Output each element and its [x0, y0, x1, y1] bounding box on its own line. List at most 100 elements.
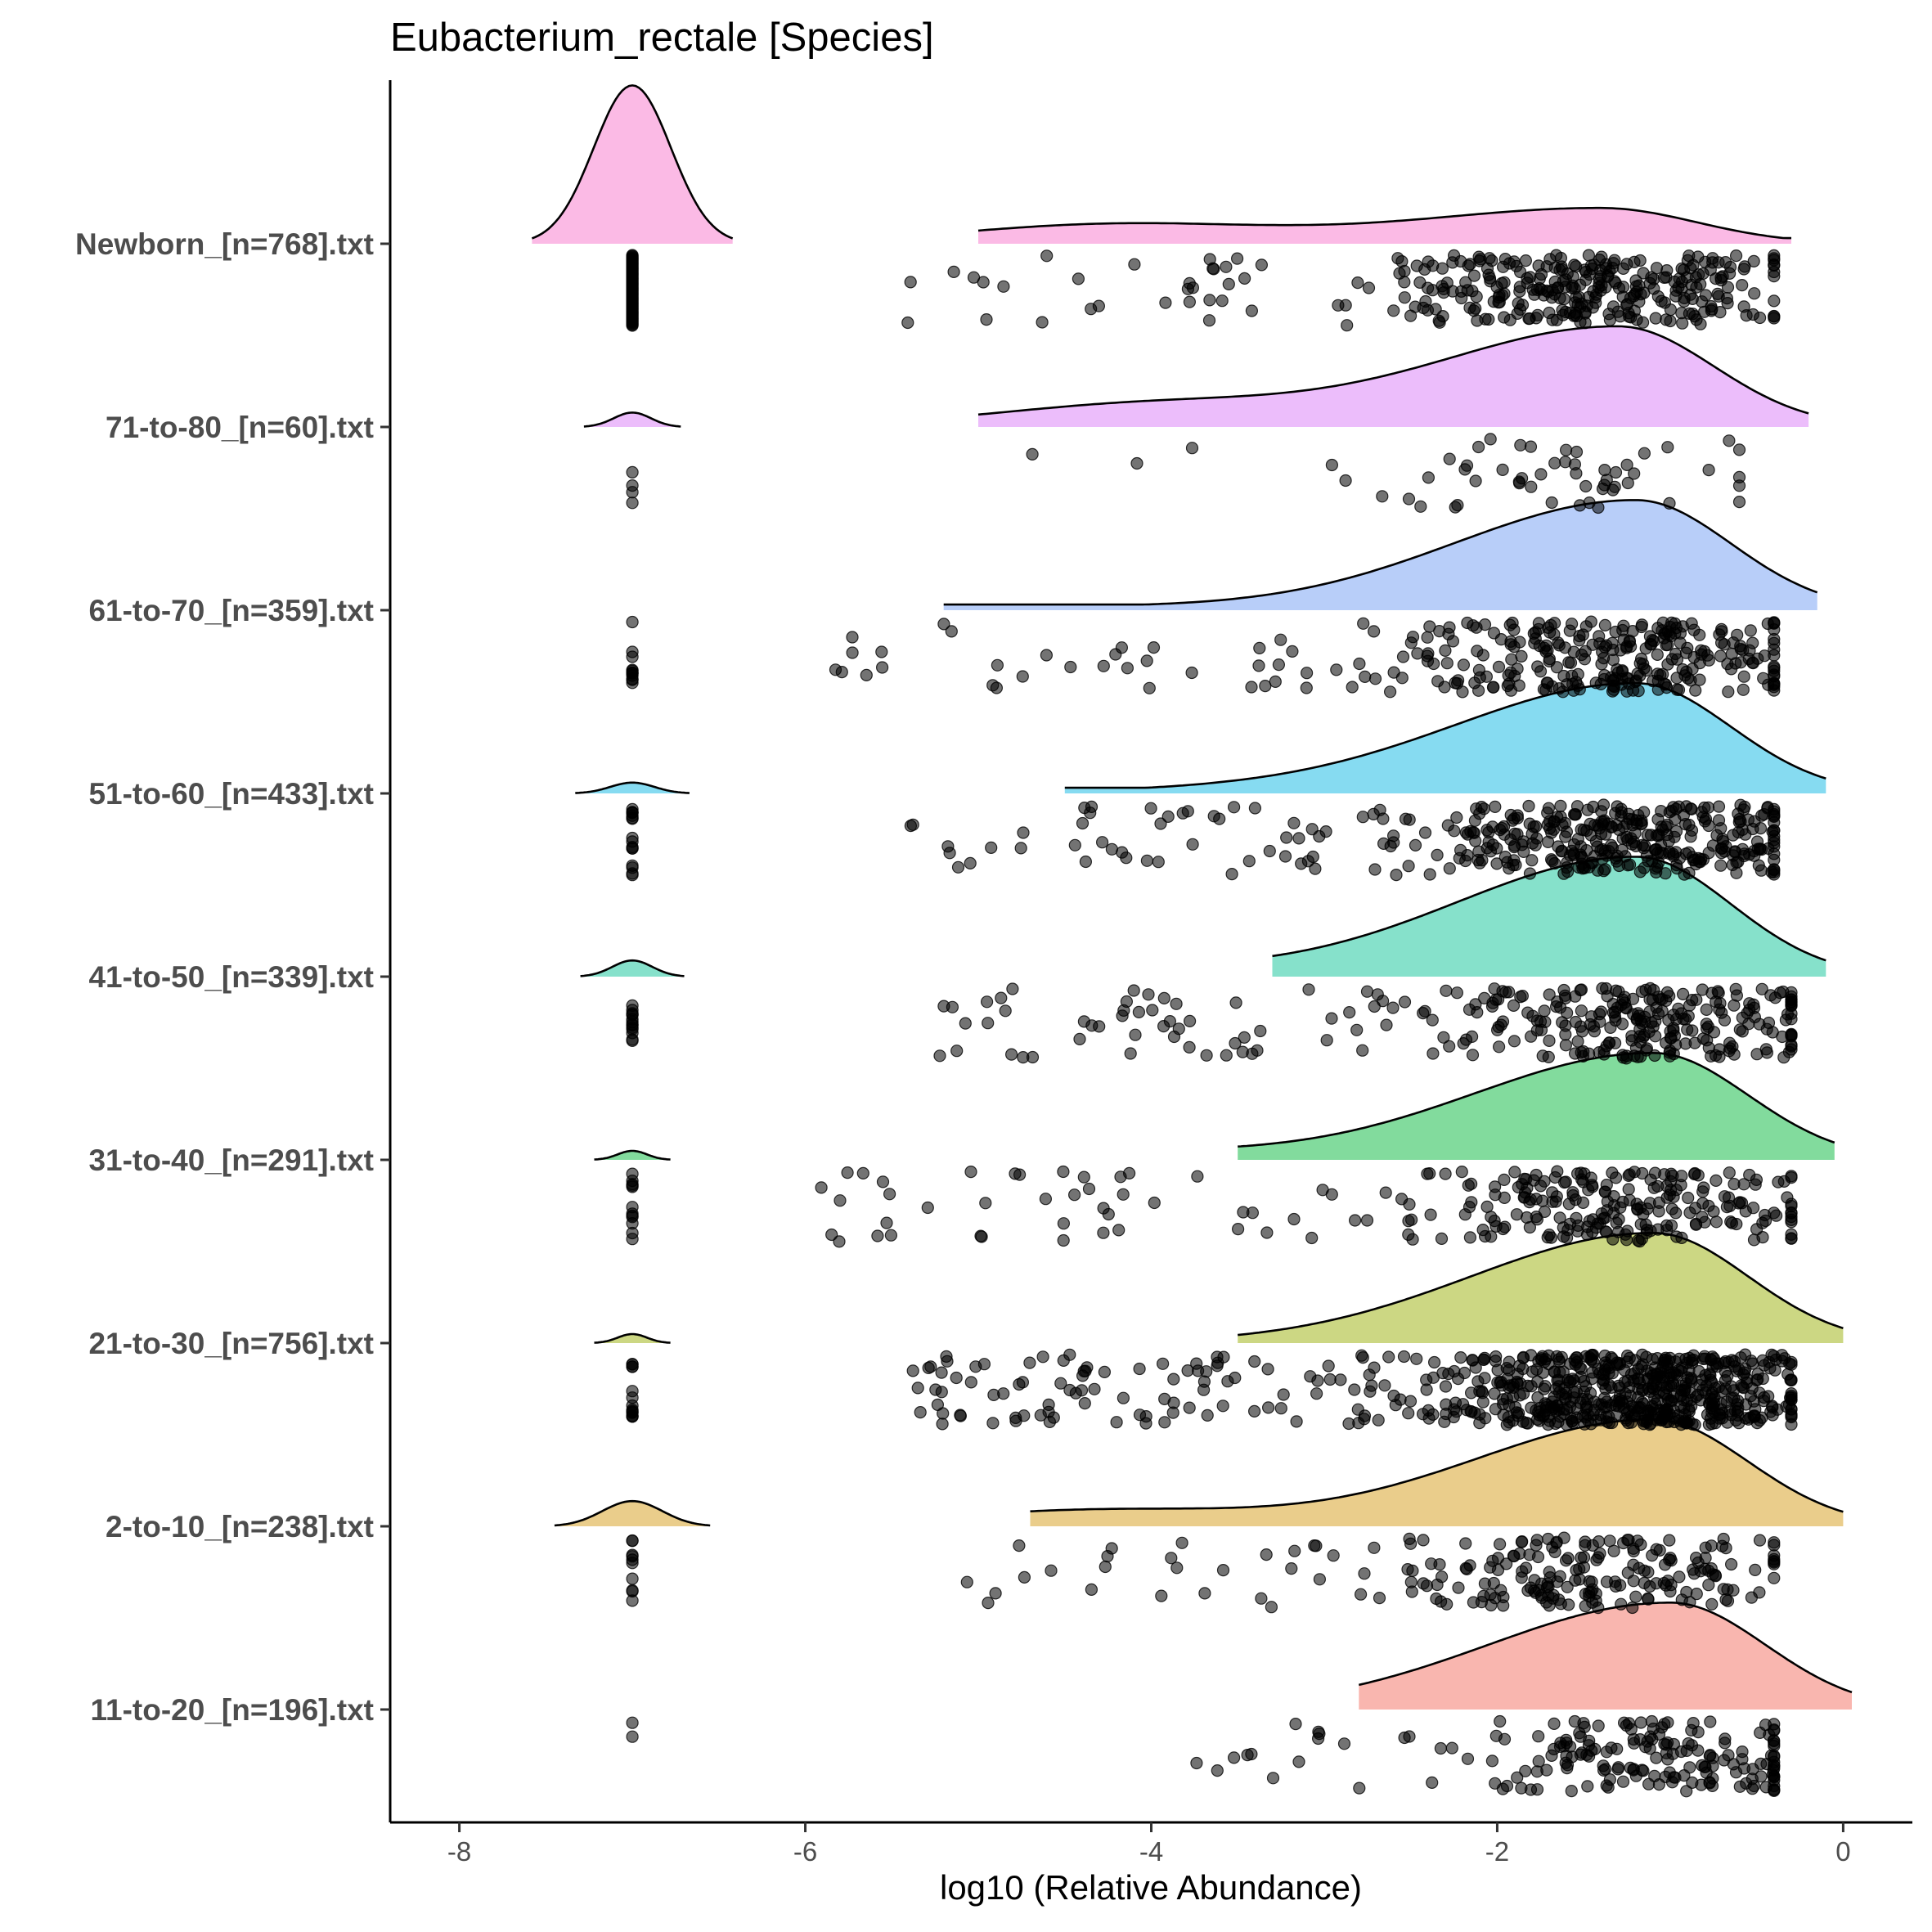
- data-point: [1559, 1391, 1572, 1404]
- data-point: [1359, 670, 1372, 684]
- data-point: [1421, 654, 1435, 667]
- data-point: [1643, 276, 1656, 290]
- data-point: [1650, 262, 1664, 275]
- data-point: [1469, 474, 1482, 487]
- x-tick-label: 0: [1835, 1836, 1850, 1867]
- data-point: [1402, 1215, 1415, 1228]
- zero-data-point: [626, 496, 639, 510]
- data-point: [937, 1407, 950, 1420]
- data-point: [1608, 480, 1621, 493]
- data-point: [1517, 1191, 1530, 1204]
- data-point: [1163, 1014, 1177, 1028]
- data-point: [1511, 811, 1525, 824]
- data-point: [1705, 1779, 1719, 1792]
- data-point: [1755, 982, 1768, 995]
- data-point: [1278, 850, 1292, 863]
- data-point: [1067, 1188, 1081, 1202]
- data-point: [1424, 1208, 1437, 1221]
- data-point: [1211, 1359, 1224, 1373]
- data-point: [1768, 636, 1781, 649]
- data-point: [1600, 1746, 1613, 1759]
- zero-density-outline: [531, 84, 734, 240]
- data-point: [1377, 837, 1391, 851]
- data-point: [1530, 1765, 1543, 1778]
- data-point: [1594, 1005, 1608, 1018]
- data-point: [1155, 1589, 1168, 1602]
- data-point: [1677, 987, 1690, 1001]
- data-point: [1487, 295, 1500, 308]
- zero-data-point: [626, 1033, 639, 1046]
- data-point: [1557, 685, 1570, 699]
- data-point: [1404, 309, 1418, 322]
- data-point: [1754, 821, 1768, 835]
- data-point: [1663, 1553, 1676, 1566]
- data-point: [1154, 817, 1167, 830]
- data-point: [1683, 1351, 1696, 1365]
- data-point: [1658, 1737, 1671, 1750]
- data-point: [1633, 1377, 1647, 1390]
- data-point: [1785, 1038, 1798, 1052]
- data-point: [1598, 463, 1611, 477]
- data-point: [1589, 1587, 1602, 1601]
- data-point: [1395, 1193, 1409, 1206]
- data-point: [1476, 1223, 1489, 1237]
- data-point: [1607, 1206, 1620, 1220]
- data-point: [1582, 249, 1596, 262]
- data-point: [1538, 641, 1551, 654]
- data-point: [1683, 866, 1696, 880]
- data-point: [1670, 683, 1683, 696]
- data-point: [1650, 1001, 1663, 1014]
- data-point: [1559, 1039, 1573, 1052]
- data-point: [1785, 1228, 1798, 1241]
- data-point: [1488, 1214, 1501, 1228]
- zero-data-point: [626, 869, 639, 882]
- data-point: [1472, 250, 1485, 263]
- data-point: [825, 1228, 838, 1242]
- data-point: [1689, 684, 1702, 697]
- data-point: [1383, 685, 1397, 699]
- data-point: [1229, 996, 1242, 1009]
- data-point: [1566, 281, 1579, 294]
- data-point: [1702, 463, 1715, 477]
- data-point: [1099, 1560, 1112, 1574]
- data-point: [1719, 840, 1732, 853]
- data-point: [1563, 1357, 1577, 1370]
- data-point: [1596, 482, 1610, 496]
- data-point: [1721, 281, 1735, 294]
- data-point: [1245, 681, 1258, 694]
- data-point: [1665, 1031, 1678, 1045]
- data-point: [1557, 292, 1570, 306]
- data-point: [1737, 683, 1750, 696]
- data-point: [1760, 1046, 1773, 1059]
- data-point: [1167, 1030, 1181, 1044]
- data-point: [1577, 1717, 1590, 1730]
- data-point: [1440, 1597, 1453, 1611]
- data-point: [1624, 640, 1638, 654]
- data-point: [1712, 986, 1725, 1000]
- data-point: [1406, 631, 1420, 644]
- data-point: [1387, 304, 1400, 317]
- data-point: [1127, 984, 1140, 997]
- zero-data-point: [626, 1730, 639, 1743]
- data-point: [1628, 1737, 1641, 1750]
- x-tick-label: -6: [793, 1836, 817, 1867]
- data-point: [1391, 252, 1404, 265]
- data-point: [1541, 1410, 1555, 1423]
- data-point: [1508, 1166, 1521, 1179]
- data-point: [1040, 249, 1054, 263]
- data-point: [1747, 254, 1760, 267]
- data-point: [1569, 990, 1582, 1003]
- data-point: [1386, 1001, 1400, 1014]
- data-point: [1427, 1355, 1441, 1369]
- data-point: [1261, 1401, 1275, 1414]
- data-point: [1644, 829, 1658, 842]
- data-point: [1546, 1195, 1559, 1208]
- data-point: [1422, 471, 1436, 484]
- data-point: [1140, 854, 1154, 867]
- data-point: [1497, 820, 1511, 833]
- data-point: [1018, 1570, 1031, 1584]
- data-point: [1097, 659, 1110, 672]
- data-point: [1286, 645, 1299, 658]
- data-point: [1710, 1215, 1723, 1229]
- data-point: [1720, 292, 1733, 305]
